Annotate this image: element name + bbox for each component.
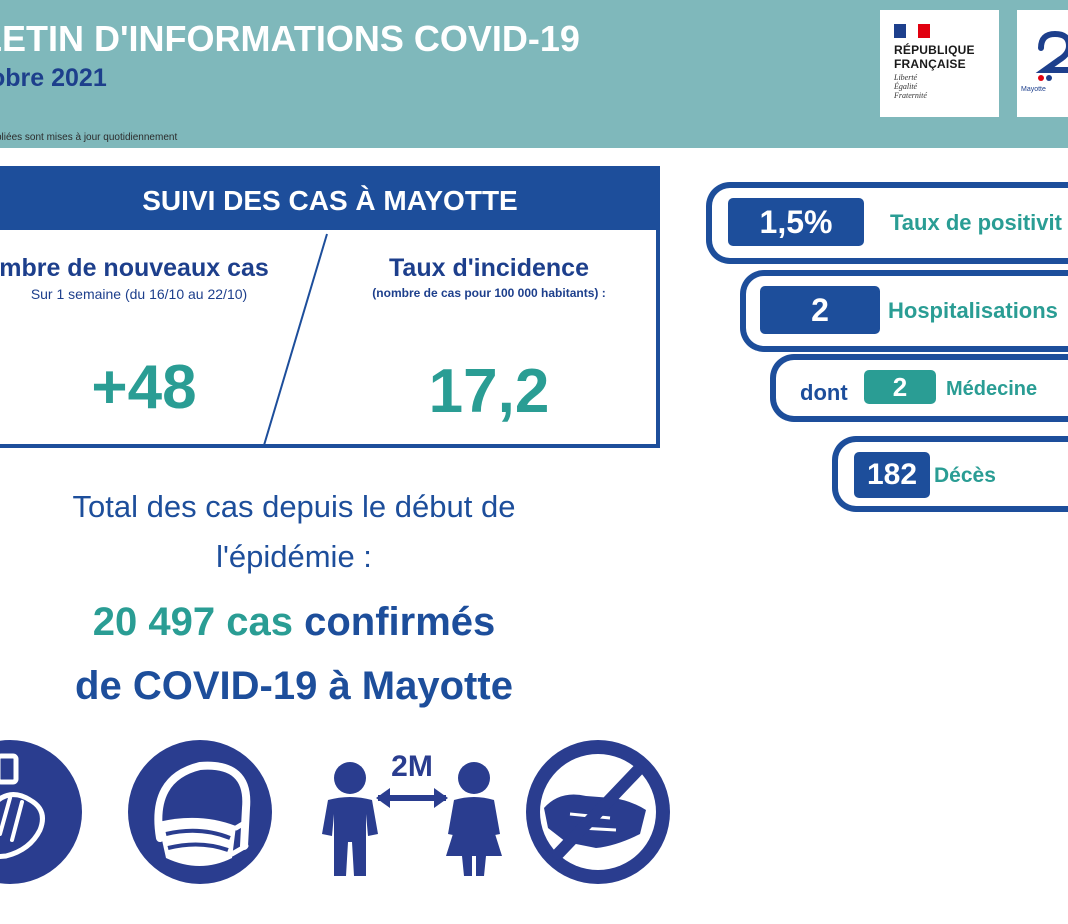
incidence-sub: (nombre de cas pour 100 000 habitants) : xyxy=(372,286,606,300)
total-intro-line2: l'épidémie : xyxy=(216,539,372,574)
total-count: 20 497 cas xyxy=(92,600,293,644)
rf-logo-line1: RÉPUBLIQUE xyxy=(894,43,975,57)
deaths-label: Décès xyxy=(934,464,996,487)
no-handshake-icon xyxy=(526,740,670,884)
bulletin-date: obre 2021 xyxy=(0,64,107,92)
republique-francaise-logo: RÉPUBLIQUE FRANÇAISE Liberté Égalité Fra… xyxy=(880,10,999,117)
case-tracking-panel: SUIVI DES CAS À MAYOTTE mbre de nouveaux… xyxy=(0,166,660,448)
positivity-rate-pill: 1,5% Taux de positivit xyxy=(706,182,1068,264)
incidence-value: 17,2 xyxy=(428,357,550,426)
deaths-pill: 182 Décès xyxy=(832,436,1068,512)
medecine-prefix: dont xyxy=(800,380,848,405)
bulletin-title: LETIN D'INFORMATIONS COVID-19 xyxy=(0,18,580,59)
total-cases-block: Total des cas depuis le début de l'épidé… xyxy=(0,482,588,718)
total-line2: de COVID-19 à Mayotte xyxy=(75,664,513,708)
french-flag-icon xyxy=(894,24,930,38)
hand-washing-icon xyxy=(0,740,82,884)
case-tracking-title: SUIVI DES CAS À MAYOTTE xyxy=(0,170,656,230)
rf-motto: Liberté Égalité Fraternité xyxy=(894,73,927,100)
incidence-block: Taux d'incidence (nombre de cas pour 100… xyxy=(324,230,654,427)
total-count-line: 20 497 cas confirmés xyxy=(0,590,588,654)
rf-logo-line2: FRANÇAISE xyxy=(894,57,966,71)
medecine-pill: dont 2 Médecine xyxy=(770,354,1068,422)
panel-divider xyxy=(263,233,328,444)
hospitalisations-label: Hospitalisations xyxy=(888,298,1058,323)
positivity-label: Taux de positivit xyxy=(890,210,1062,235)
new-cases-value: +48 xyxy=(91,353,197,422)
ars-mayotte-logo: Mayotte xyxy=(1017,10,1068,117)
header-banner: LETIN D'INFORMATIONS COVID-19 obre 2021 … xyxy=(0,0,1068,148)
new-cases-block: mbre de nouveaux cas Sur 1 semaine (du 1… xyxy=(0,230,294,423)
barrier-gestures-row: 2M xyxy=(0,740,670,884)
ars-mark-icon xyxy=(1035,30,1068,81)
face-mask-icon xyxy=(128,740,272,884)
update-note: bliées sont mises à jour quotidiennement xyxy=(0,132,178,143)
positivity-value: 1,5% xyxy=(728,198,864,246)
total-intro-line1: Total des cas depuis le début de xyxy=(72,489,516,524)
hospitalisations-pill: 2 Hospitalisations xyxy=(740,270,1068,352)
total-confirmed: confirmés xyxy=(304,600,496,644)
distance-icon: 2M xyxy=(322,750,502,876)
distance-label: 2M xyxy=(391,750,433,783)
deaths-value: 182 xyxy=(854,452,930,498)
ars-logo-text: Mayotte xyxy=(1021,86,1046,93)
medecine-value: 2 xyxy=(864,370,936,404)
hospitalisations-value: 2 xyxy=(760,286,880,334)
new-cases-label: mbre de nouveaux cas xyxy=(0,254,269,282)
new-cases-period: Sur 1 semaine (du 16/10 au 22/10) xyxy=(30,286,248,302)
incidence-label: Taux d'incidence xyxy=(389,254,589,282)
medecine-label: Médecine xyxy=(946,378,1038,400)
